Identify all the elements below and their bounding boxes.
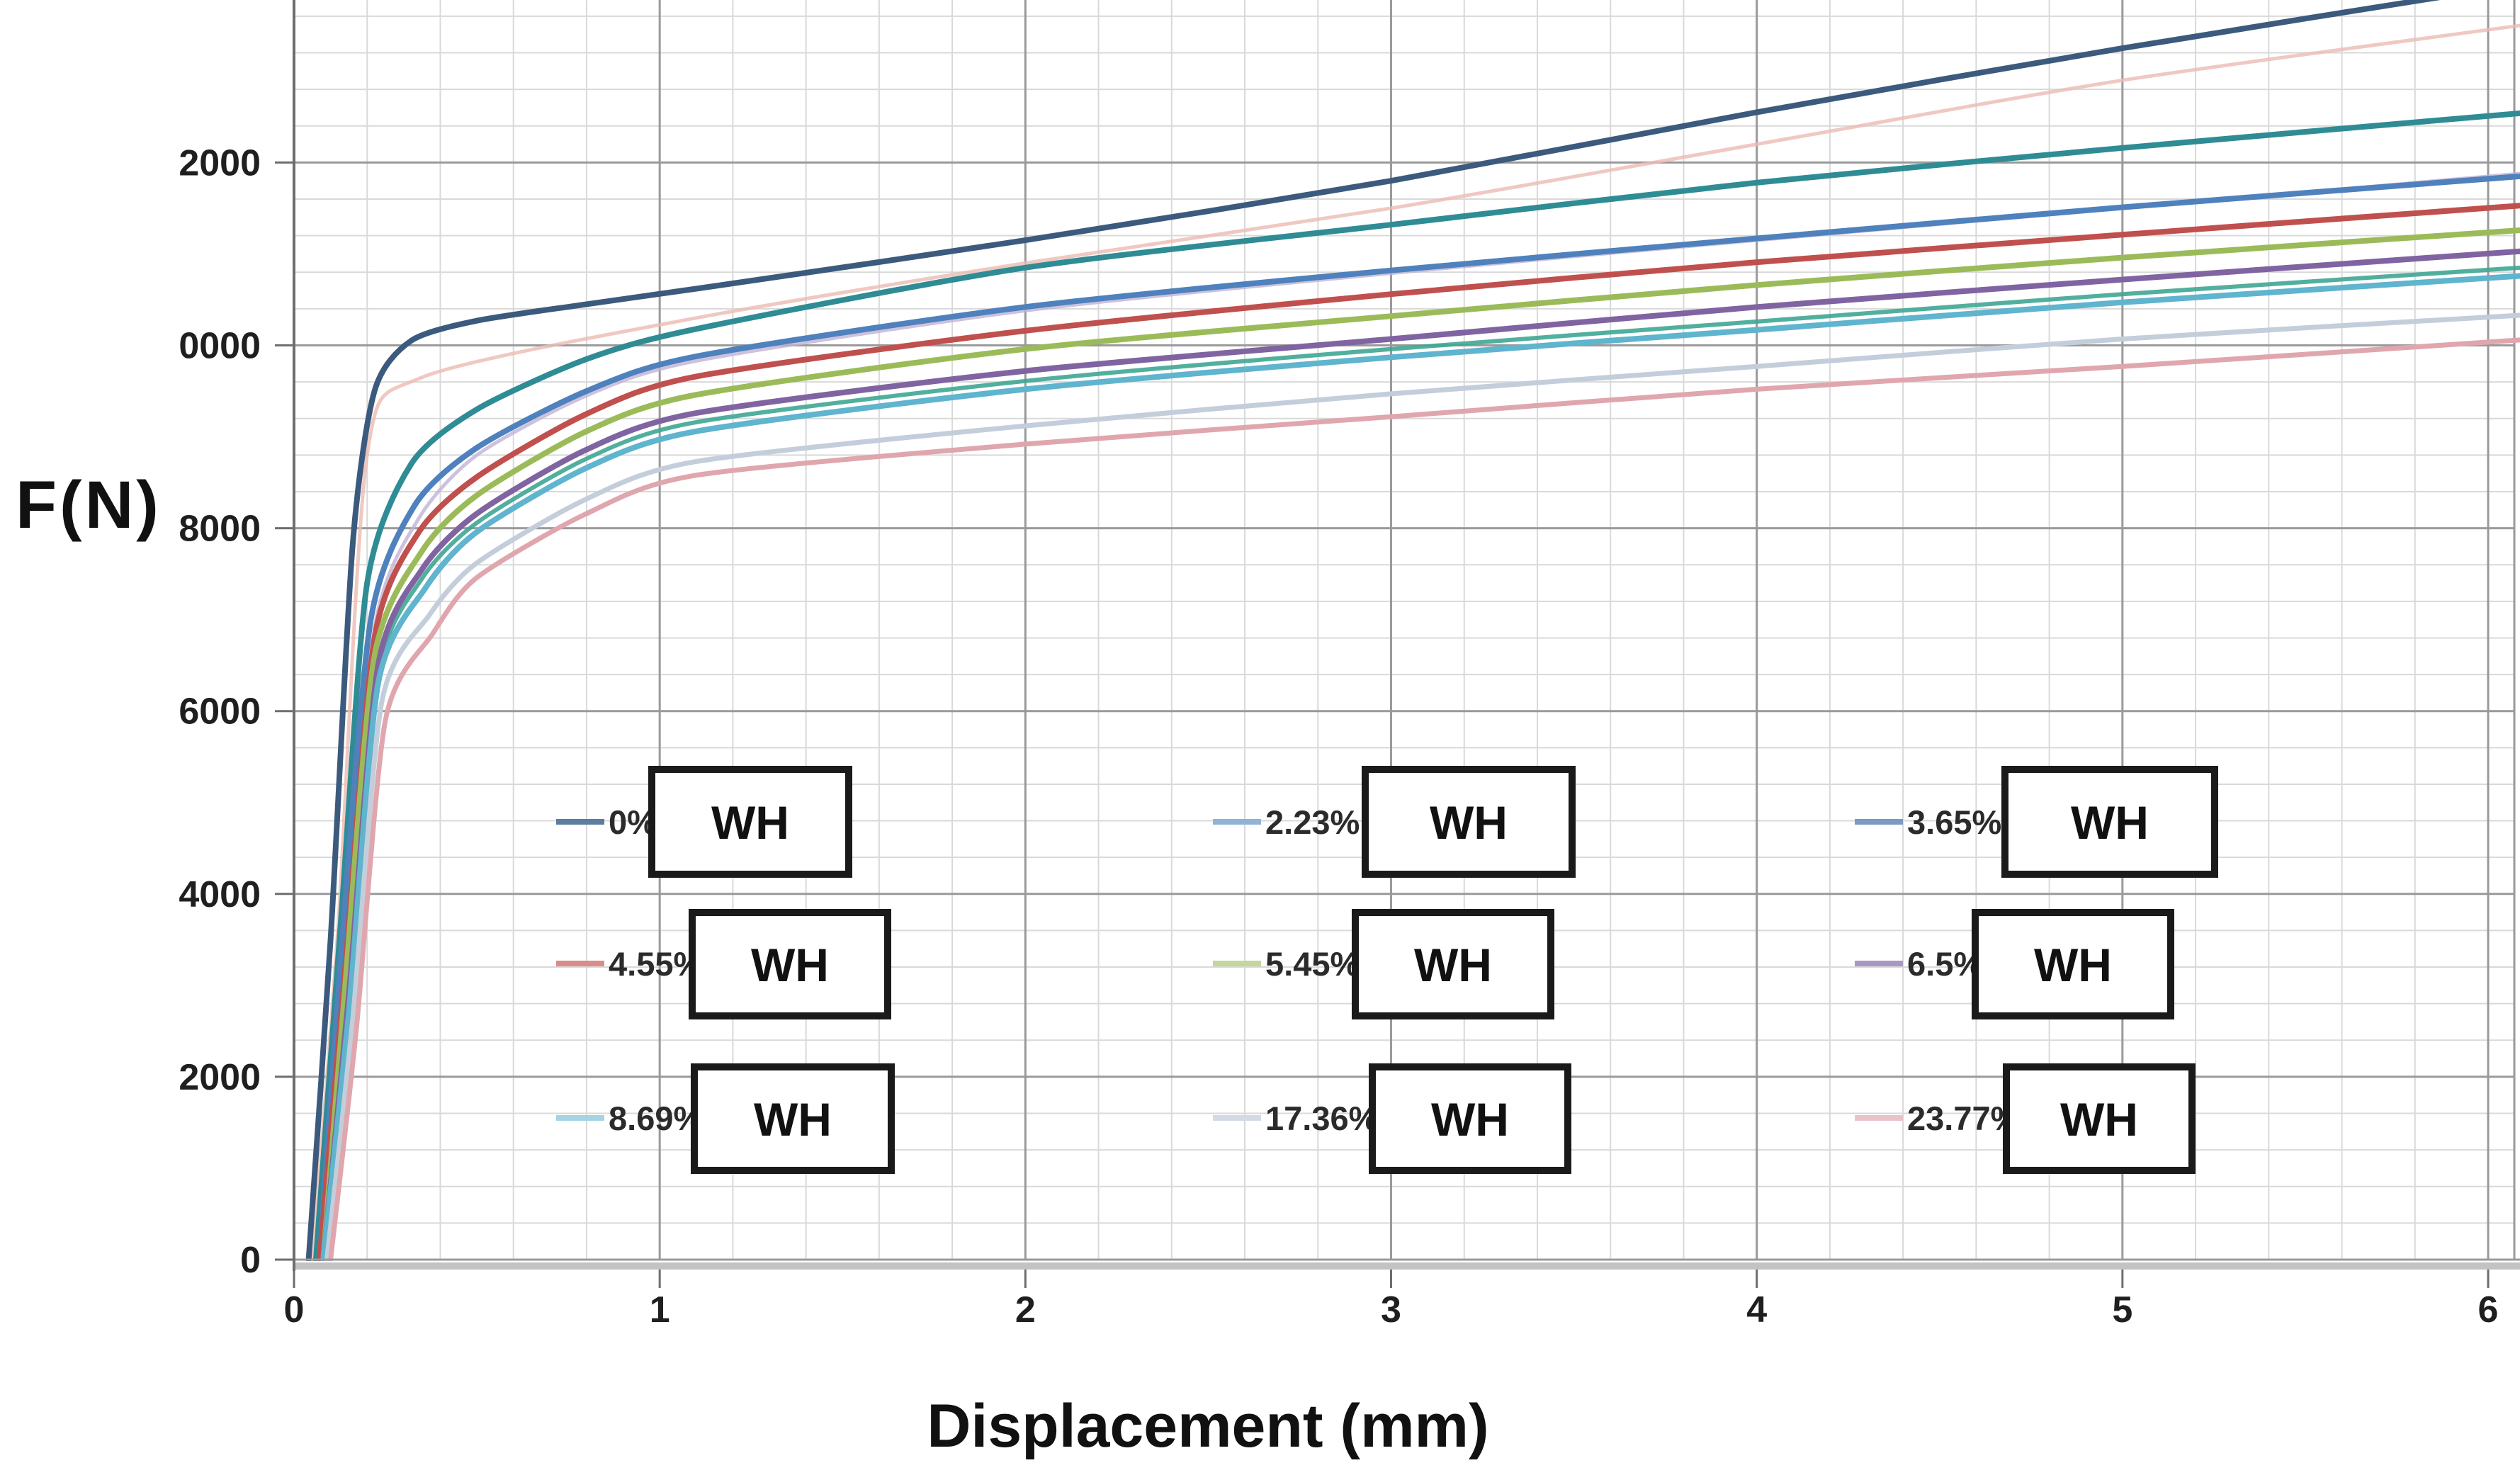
wh-box-label: WH [711,796,789,849]
series-line-5.45% [320,227,2520,1261]
tick-labels: 0 1 2 3 4 5 6 2000 0000 8000 6000 4000 2000 0 [179,142,2498,1330]
x-tick-label: 1 [650,1289,670,1330]
series-line-17.36% [324,312,2520,1261]
legend-label: 17.36% [1265,1100,1378,1137]
wh-box-label: WH [1431,1093,1509,1146]
wh-box [689,909,891,1019]
wh-box [691,1063,895,1174]
y-axis-title: F(N) [16,468,162,543]
wh-box [1369,1063,1571,1174]
x-tick-label: 4 [1746,1289,1767,1330]
y-tick-label: 6000 [179,691,261,733]
series-line-2.23% [312,110,2520,1261]
wh-box-label: WH [754,1093,832,1146]
legend: 0% WH 2.23% WH 3.65% WH4.55% WH 5.45% WH 6.5% WH8.… [556,766,2218,1174]
x-tick-label: 5 [2112,1289,2132,1330]
legend-entry-8.69%: 8.69% WH [556,1063,895,1174]
wh-box-label: WH [2034,939,2112,991]
aux-line-thin-salmon-line [310,23,2520,1261]
series-line-0% [305,0,2441,1261]
x-axis-band [294,1262,2520,1270]
x-axis-title: Displacement (mm) [927,1392,1488,1460]
wh-box [1972,909,2174,1019]
y-tick-label: 8000 [179,509,261,550]
wh-box [1352,909,1554,1019]
x-tick-label: 6 [2478,1289,2499,1330]
legend-entry-2.23%: 2.23% WH [1213,766,1576,878]
series-line-8.69% [320,273,2520,1261]
legend-entry-17.36%: 17.36% WH [1213,1063,1571,1174]
legend-entry-4.55%: 4.55% WH [556,909,891,1019]
legend-label: 23.77% [1907,1100,2020,1137]
legend-label: 5.45% [1265,945,1360,983]
legend-label: 4.55% [609,945,703,983]
legend-entry-3.65%: 3.65% WH [1855,766,2218,878]
series-line-23.77% [328,337,2520,1261]
legend-entry-5.45%: 5.45% WH [1213,909,1554,1019]
y-tick-label: 4000 [179,874,261,915]
legend-label: 8.69% [609,1100,703,1137]
legend-label: 3.65% [1907,803,2001,841]
wh-box-label: WH [751,939,829,991]
legend-label: 6.5% [1907,945,1983,983]
wh-box [648,766,852,878]
x-tick-label: 0 [284,1289,305,1330]
wh-box [2001,766,2218,878]
wh-box-label: WH [2071,796,2149,849]
legend-label: 2.23% [1265,803,1360,841]
wh-box-label: WH [1430,796,1508,849]
wh-box-label: WH [2060,1093,2138,1146]
legend-entry-0%: 0% WH [556,766,852,878]
x-tick-label: 2 [1015,1289,1036,1330]
y-tick-label: 2000 [179,142,261,183]
curve-lines [305,0,2520,1261]
series-line-3.65% [317,173,2520,1261]
legend-entry-6.5%: 6.5% WH [1855,909,2174,1019]
legend-entry-23.77%: 23.77% WH [1855,1063,2196,1174]
axes [275,0,2520,1288]
y-tick-label: 0 [240,1240,261,1281]
wh-box-label: WH [1414,939,1492,991]
wh-box [2003,1063,2196,1174]
y-tick-label: 0000 [179,326,261,367]
x-tick-label: 3 [1381,1289,1401,1330]
wh-box [1362,766,1576,878]
y-tick-label: 2000 [179,1057,261,1098]
